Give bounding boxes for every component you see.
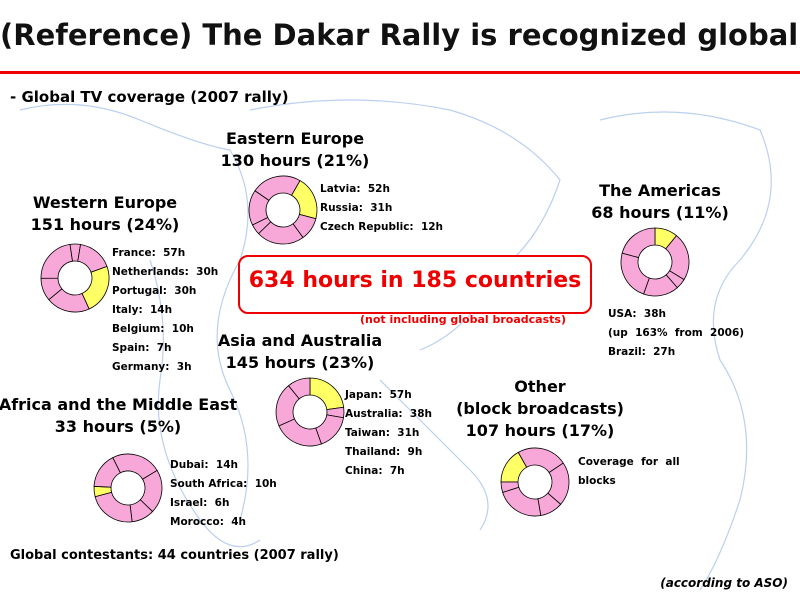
region-detail: China: 7h xyxy=(345,465,405,477)
region-title: Western Europe xyxy=(32,193,178,212)
region-title: The Americas xyxy=(599,181,721,200)
segment xyxy=(77,243,108,273)
region-detail: blocks xyxy=(578,475,616,487)
headline: 634 hours in 185 countries xyxy=(248,268,582,293)
region-detail: Australia: 38h xyxy=(345,408,433,420)
region-title: Other (block broadcasts) xyxy=(456,377,624,418)
region-detail: Japan: 57h xyxy=(345,389,412,401)
region-detail: Netherlands: 30h xyxy=(112,266,219,278)
region-total: 145 hours (23%) xyxy=(225,353,375,372)
region-detail: Morocco: 4h xyxy=(170,516,247,528)
region-total: 68 hours (11%) xyxy=(591,203,729,222)
segment xyxy=(94,491,133,523)
segment xyxy=(287,377,311,400)
region-detail: Brazil: 27h xyxy=(608,346,676,358)
region-detail: Czech Republic: 12h xyxy=(320,221,444,233)
region-detail: Taiwan: 31h xyxy=(345,427,420,439)
segment xyxy=(254,175,301,201)
region-detail: South Africa: 10h xyxy=(170,478,277,490)
slide-title: (Reference) The Dakar Rally is recognize… xyxy=(0,18,800,52)
region-detail: (up 163% from 2006) xyxy=(608,327,745,339)
region-detail: Belgium: 10h xyxy=(112,323,194,335)
region-total: 130 hours (21%) xyxy=(220,151,370,170)
region-title: Africa and the Middle East xyxy=(0,395,238,414)
segment xyxy=(621,227,656,259)
headline-note: (not including global broadcasts) xyxy=(360,313,566,326)
region-title: Eastern Europe xyxy=(225,129,365,148)
region-detail: Latvia: 52h xyxy=(320,183,390,195)
segment xyxy=(620,252,650,295)
region-detail: Spain: 7h xyxy=(112,342,172,354)
region-title: Asia and Australia xyxy=(217,331,383,350)
region-detail: Coverage for all xyxy=(578,456,680,468)
region-detail: Dubai: 14h xyxy=(170,459,238,471)
region-detail: France: 57h xyxy=(112,247,186,259)
region-detail: Thailand: 9h xyxy=(345,446,423,458)
segment xyxy=(500,481,520,493)
region-detail: Germany: 3h xyxy=(112,361,192,373)
highlight-segment xyxy=(309,377,345,411)
region-total: 33 hours (5%) xyxy=(54,417,182,436)
region-detail: Portugal: 30h xyxy=(112,285,197,297)
segment xyxy=(502,486,542,517)
headline-box xyxy=(238,255,592,314)
region-detail: Israel: 6h xyxy=(170,497,230,509)
region-total: 107 hours (17%) xyxy=(465,421,615,440)
subtitle: - Global TV coverage (2007 rally) xyxy=(10,88,289,106)
footnote: Global contestants: 44 countries (2007 r… xyxy=(10,548,339,563)
region-detail: Russia: 31h xyxy=(320,202,393,214)
region-detail: USA: 38h xyxy=(608,308,667,320)
title-rule xyxy=(0,71,800,74)
segment xyxy=(40,243,73,279)
source: (according to ASO) xyxy=(660,576,788,590)
region-total: 151 hours (24%) xyxy=(30,215,180,234)
region-detail: Italy: 14h xyxy=(112,304,173,316)
